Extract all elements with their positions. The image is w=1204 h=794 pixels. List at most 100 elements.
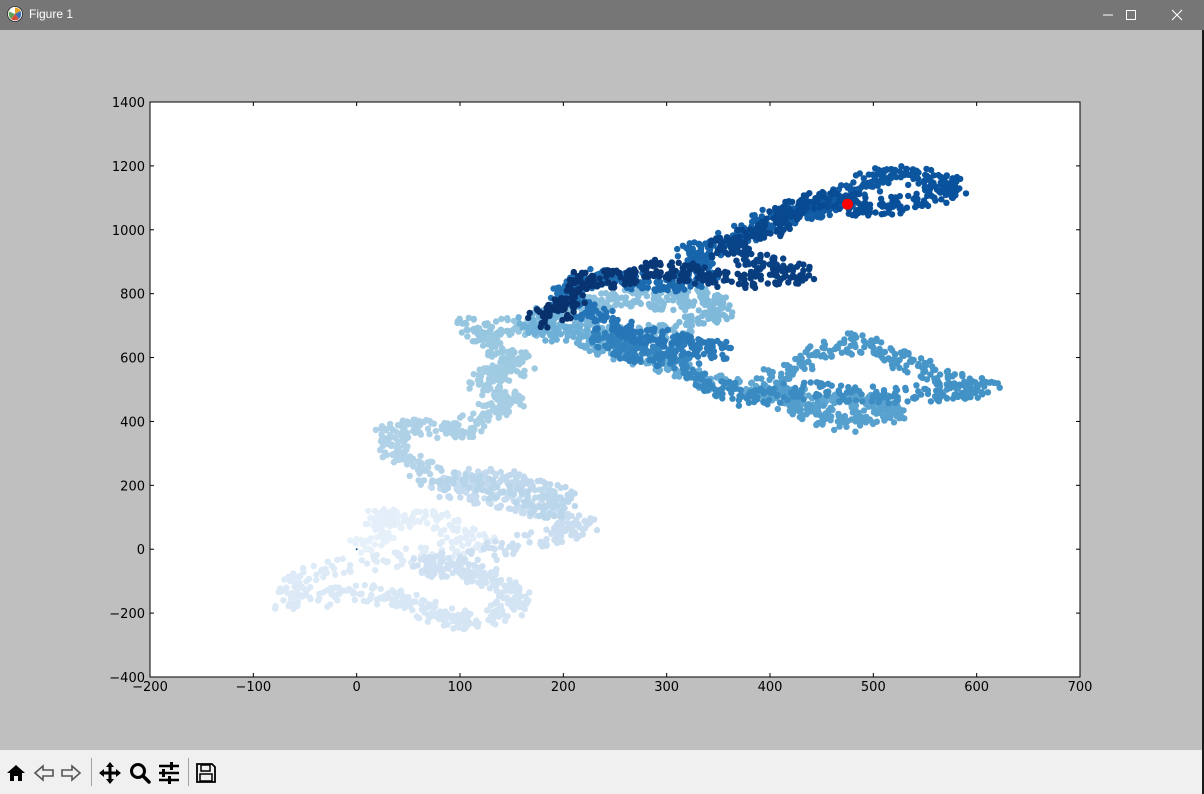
minimize-button[interactable] (1085, 0, 1131, 30)
walk-point (703, 310, 711, 318)
pan-button[interactable] (97, 760, 123, 786)
walk-point (913, 382, 920, 389)
walk-point (791, 274, 798, 281)
walk-point (649, 262, 657, 270)
walk-point (504, 393, 511, 400)
walk-point (487, 490, 495, 497)
walk-point (351, 596, 358, 604)
back-button[interactable] (31, 760, 57, 786)
walk-point (438, 549, 446, 557)
walk-point (393, 563, 401, 571)
walk-point (789, 198, 796, 206)
walk-point (762, 399, 769, 406)
walk-point (436, 540, 444, 547)
walk-point (787, 389, 795, 397)
walk-point (859, 208, 866, 215)
walk-point (689, 251, 696, 258)
walk-point (480, 329, 487, 336)
walk-point (439, 557, 446, 565)
walk-point (412, 427, 419, 434)
walk-point (469, 424, 477, 431)
walk-point (478, 428, 485, 435)
walk-point (974, 394, 981, 401)
walk-point (511, 594, 518, 602)
walk-point (699, 376, 706, 383)
walk-point (843, 346, 851, 353)
walk-point (886, 356, 894, 363)
walk-point (696, 360, 703, 368)
walk-point (557, 518, 564, 525)
walk-point (401, 512, 408, 519)
walk-point (847, 335, 855, 342)
maximize-button[interactable] (1108, 0, 1154, 30)
walk-point (470, 326, 477, 333)
forward-button[interactable] (58, 760, 84, 786)
walk-point (650, 357, 657, 364)
walk-point (513, 368, 521, 375)
y-tick-label: 200 (120, 479, 145, 494)
walk-point (467, 415, 474, 422)
walk-point (465, 538, 472, 546)
walk-point (817, 210, 824, 217)
walk-point (801, 379, 808, 386)
save-button[interactable] (193, 760, 219, 786)
walk-point (759, 262, 767, 269)
walk-point (729, 395, 736, 402)
walk-point (477, 373, 485, 380)
close-button[interactable] (1154, 0, 1200, 30)
walk-point (718, 342, 726, 350)
walk-point (862, 194, 869, 201)
walk-point (809, 214, 816, 221)
walk-point (701, 339, 708, 346)
walk-point (743, 247, 750, 255)
walk-point (876, 409, 883, 417)
walk-point (677, 271, 685, 279)
walk-point (777, 232, 784, 240)
walk-point (439, 610, 447, 618)
walk-point (864, 179, 872, 187)
walk-point (926, 358, 934, 365)
walk-point (548, 530, 555, 537)
walk-point (394, 549, 401, 557)
walk-point (757, 272, 764, 279)
walk-point (339, 555, 346, 562)
walk-point (569, 303, 577, 310)
walk-point (894, 410, 902, 418)
walk-point (686, 245, 693, 252)
home-button[interactable] (3, 760, 29, 786)
walk-point (904, 398, 911, 405)
walk-point (371, 541, 378, 548)
walk-point (879, 200, 886, 207)
zoom-button[interactable] (127, 760, 153, 786)
walk-point (417, 431, 425, 438)
walk-point (799, 412, 806, 419)
walk-point (725, 344, 733, 352)
walk-point (732, 379, 739, 387)
walk-point (708, 254, 716, 261)
figure-canvas[interactable]: −200 −100 0 100 200 300 400 500 600 700 −400 −200 0 2… (0, 30, 1202, 749)
walk-point (780, 210, 787, 217)
configure-subplots-button[interactable] (156, 760, 182, 786)
walk-point (875, 396, 882, 403)
walk-point (804, 345, 812, 352)
walk-point (515, 314, 522, 321)
walk-point (410, 463, 417, 470)
walk-point (742, 284, 749, 291)
walk-point (850, 179, 857, 186)
walk-point (377, 595, 385, 602)
walk-point (459, 542, 466, 550)
walk-point (777, 220, 784, 228)
walk-point (474, 556, 481, 563)
walk-point (389, 515, 397, 522)
walk-point (766, 208, 773, 215)
walk-point (372, 426, 380, 434)
walk-point (537, 323, 544, 331)
walk-point (594, 330, 601, 338)
walk-point (406, 601, 413, 609)
walk-point (303, 578, 310, 585)
walk-point (683, 374, 690, 381)
walk-point (437, 514, 444, 521)
walk-point (373, 551, 380, 559)
walk-point (383, 559, 390, 566)
walk-point (614, 329, 621, 336)
